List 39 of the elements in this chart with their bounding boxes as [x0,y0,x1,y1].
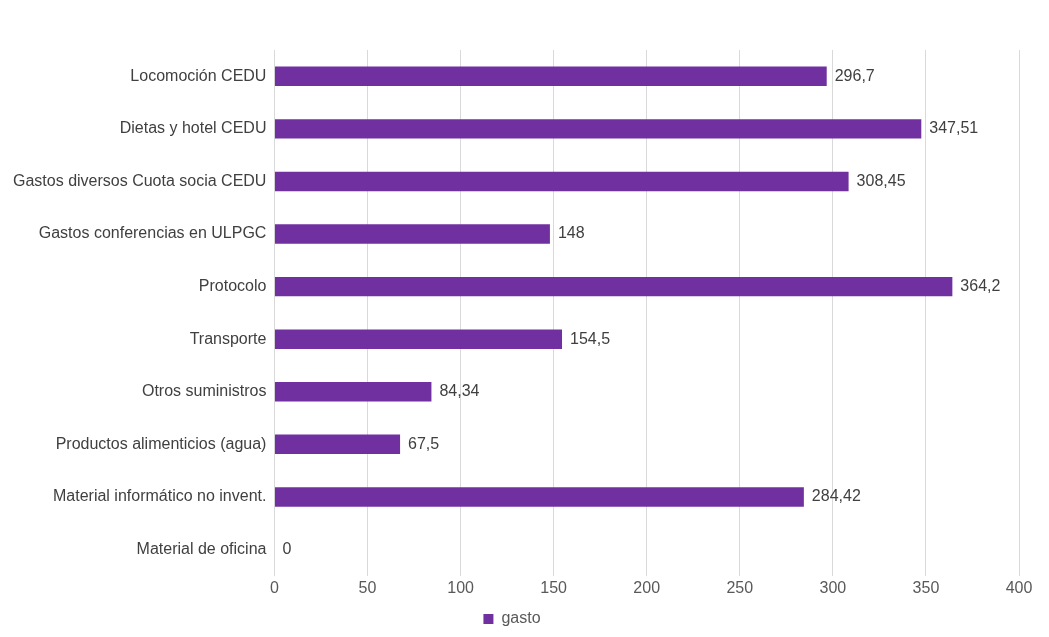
y-tick-label: Material informático no invent. [52,487,267,505]
data-label: 296,7 [834,66,875,84]
data-label: 0 [282,539,292,557]
data-label: 347,51 [929,119,979,137]
x-tick-label: 300 [819,578,847,596]
bar [274,329,563,349]
bar [274,119,922,139]
bar [274,276,953,297]
bar [274,434,401,455]
y-tick-label: Dietas y hotel CEDU [119,119,267,137]
x-tick-label: 200 [633,578,661,596]
y-tick-label: Gastos diversos Cuota socia CEDU [12,171,267,189]
bar [274,171,849,192]
data-label: 154,5 [570,329,611,347]
y-tick-label: Productos alimenticios (agua) [55,434,267,452]
y-tick-label: Protocolo [198,277,267,295]
bar [274,487,804,507]
data-label: 67,5 [408,434,440,452]
bar [274,224,550,244]
y-tick-label: Gastos conferencias en ULPGC [38,224,267,242]
bar [274,382,432,402]
x-tick-label: 150 [540,578,568,596]
x-tick-label: 250 [726,578,754,596]
x-tick-label: 350 [912,578,940,596]
legend-label: gasto [501,609,541,627]
x-tick-label: 400 [1005,578,1033,596]
x-tick-label: 0 [269,578,279,596]
y-tick-label: Otros suministros [141,382,267,400]
bar [274,66,827,87]
data-label: 284,42 [811,487,861,505]
y-tick-label: Material de oficina [136,539,267,557]
data-label: 84,34 [439,382,480,400]
data-label: 148 [557,224,585,242]
x-tick-label: 50 [358,578,377,596]
y-tick-label: Transporte [189,329,267,347]
x-tick-label: 100 [447,578,475,596]
y-tick-label: Locomoción CEDU [130,66,267,84]
data-label: 364,2 [960,277,1001,295]
data-label: 308,45 [856,171,906,189]
